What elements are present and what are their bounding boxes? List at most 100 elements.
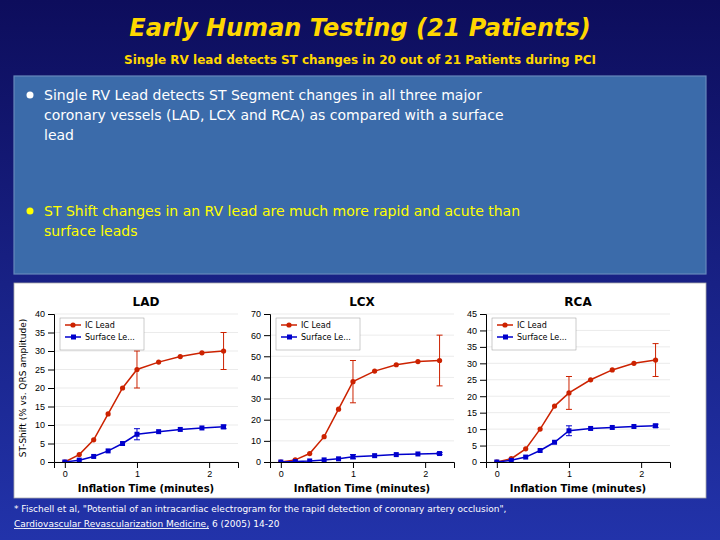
grid-line <box>54 369 238 370</box>
x-axis: 012 <box>487 462 671 479</box>
marker <box>178 427 183 432</box>
axis-line <box>264 315 271 463</box>
subtitle: Single RV lead detects ST changes in 20 … <box>124 53 596 67</box>
subplot-title: LCX <box>349 295 375 309</box>
series-line <box>65 351 224 462</box>
tick: 0 <box>472 457 486 467</box>
tick: 25 <box>467 375 486 385</box>
marker <box>523 446 528 451</box>
marker <box>653 423 658 428</box>
marker <box>350 454 355 459</box>
tick: 10 <box>467 424 486 434</box>
tick-label: 0 <box>472 457 477 467</box>
marker <box>106 448 111 453</box>
error-bar-part <box>352 361 353 403</box>
bullet-text: Single RV Lead detects ST Segment change… <box>44 87 504 143</box>
marker <box>631 361 636 366</box>
tick-mark <box>641 462 642 468</box>
error-bar-part <box>566 376 572 377</box>
tick: 15 <box>467 408 486 418</box>
error-bar-part <box>655 344 656 377</box>
error-bar <box>653 344 659 377</box>
tick: 25 <box>35 365 54 375</box>
subplot: 012051015202530354045RCAInflation Time (… <box>467 295 671 494</box>
tick-label: 20 <box>467 392 477 402</box>
tick: 1 <box>567 462 572 479</box>
tick: 40 <box>467 326 486 336</box>
tick-label: 10 <box>251 436 261 446</box>
chart-panel <box>14 283 706 498</box>
error-bar <box>566 426 572 436</box>
marker <box>178 354 183 359</box>
marker <box>62 459 67 462</box>
tick-mark <box>480 347 486 348</box>
error-bar-part <box>653 424 659 425</box>
subplot: 0120510152025303540LADInflation Time (mi… <box>35 295 239 494</box>
grid-line <box>486 314 670 315</box>
legend-label: Surface Le... <box>517 333 567 342</box>
series-line <box>497 360 656 462</box>
tick-label: 0 <box>279 469 284 479</box>
error-bar-part <box>221 332 227 333</box>
tick-label: 50 <box>251 352 261 362</box>
marker <box>415 359 420 364</box>
plot-area <box>494 344 658 462</box>
error-bar <box>437 335 443 386</box>
tick-label: 0 <box>40 457 45 467</box>
tick: 20 <box>467 392 486 402</box>
error-bar <box>566 376 572 409</box>
tick: 5 <box>472 441 486 451</box>
series-line <box>65 427 224 462</box>
tick-label: 5 <box>472 441 477 451</box>
tick: 2 <box>423 462 428 479</box>
grid-line <box>486 396 670 397</box>
tick-label: 1 <box>135 469 140 479</box>
tick-mark <box>209 462 210 468</box>
legend-label: Surface Le... <box>301 333 351 342</box>
grid-line <box>486 412 670 413</box>
tick: 1 <box>351 462 356 479</box>
tick-mark <box>48 351 54 352</box>
error-bar <box>350 455 356 459</box>
x-axis-title: Inflation Time (minutes) <box>510 483 646 494</box>
tick: 35 <box>35 328 54 338</box>
axis-line <box>48 315 55 463</box>
marker <box>91 454 96 459</box>
grid-line <box>54 425 238 426</box>
tick: 45 <box>467 309 486 319</box>
marker <box>523 455 528 460</box>
tick: 40 <box>35 309 54 319</box>
tick-mark <box>569 462 570 468</box>
tick: 60 <box>251 331 270 341</box>
tick-label: 45 <box>467 309 477 319</box>
legend-marker <box>286 322 291 327</box>
marker <box>415 451 420 456</box>
y-axis-title: ST-Shift (% vs. QRS amplitude) <box>18 319 28 458</box>
tick-mark <box>264 462 270 463</box>
marker <box>106 411 111 416</box>
legend-marker <box>71 335 76 340</box>
grid <box>486 314 670 462</box>
grid <box>54 314 238 462</box>
tick: 0 <box>63 462 68 479</box>
marker <box>77 452 82 457</box>
marker <box>588 377 593 382</box>
tick-label: 20 <box>251 415 261 425</box>
grid-line <box>270 356 454 357</box>
tick-mark <box>48 370 54 371</box>
legend-frame <box>276 318 360 350</box>
tick-mark <box>48 407 54 408</box>
grid-line <box>54 388 238 389</box>
error-bar-part <box>350 458 356 459</box>
tick: 50 <box>251 352 270 362</box>
tick-label: 40 <box>35 309 45 319</box>
tick-mark <box>480 462 486 463</box>
marker <box>91 437 96 442</box>
legend-marker <box>502 322 507 327</box>
tick-label: 2 <box>639 469 644 479</box>
tick-mark <box>497 462 498 468</box>
tick-mark <box>264 399 270 400</box>
marker <box>494 460 499 463</box>
grid-line <box>270 314 454 315</box>
axis-line <box>480 315 487 463</box>
